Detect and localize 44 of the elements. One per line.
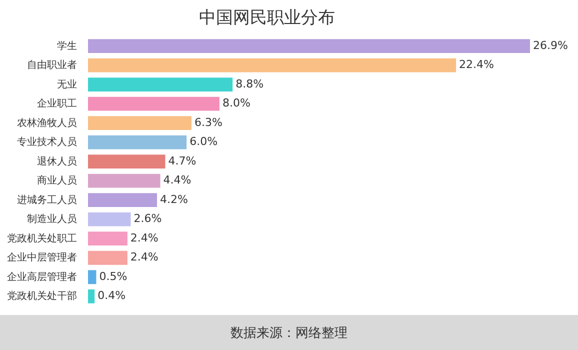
y-tick-label: 专业技术人员	[17, 136, 77, 148]
bar	[88, 193, 158, 208]
bar	[88, 58, 456, 72]
bar	[88, 270, 96, 284]
y-tick-label: 党政机关处职工	[7, 232, 77, 244]
y-tick-label: 进城务工人员	[17, 194, 77, 206]
bar	[88, 289, 95, 304]
bar	[88, 232, 128, 246]
bar	[88, 174, 160, 188]
bar	[88, 116, 192, 130]
data-label: 4.7%	[168, 154, 196, 168]
y-tick-label: 农林渔牧人员	[17, 116, 77, 129]
chart-title: 中国网民职业分布	[199, 8, 335, 27]
bar	[88, 96, 220, 111]
data-label: 8.8%	[236, 77, 264, 90]
y-tick-label: 自由职业者	[27, 59, 77, 72]
bar	[88, 212, 131, 226]
y-tick-label: 企业职工	[37, 98, 77, 110]
data-label: 6.0%	[190, 135, 218, 148]
data-label: 0.4%	[98, 289, 126, 302]
data-label: 2.6%	[134, 212, 162, 226]
data-label: 2.4%	[130, 231, 158, 244]
data-label: 0.5%	[99, 270, 128, 283]
y-tick-label: 无业	[57, 78, 77, 90]
bar	[88, 154, 166, 169]
data-label: 26.9%	[533, 38, 568, 52]
y-tick-label: 制造业人员	[27, 213, 77, 226]
data-label: 4.2%	[160, 192, 188, 206]
y-tick-label: 学生	[57, 40, 77, 52]
bar	[88, 135, 187, 150]
bar	[88, 250, 128, 265]
data-label: 6.3%	[194, 116, 222, 129]
data-label: 4.4%	[163, 174, 192, 187]
bar	[88, 78, 233, 92]
data-label: 8.0%	[222, 96, 250, 110]
y-tick-label: 企业高层管理者	[7, 270, 77, 283]
y-tick-label: 商业人员	[37, 174, 77, 187]
y-tick-label: 退休人员	[37, 155, 77, 168]
source-note: 数据来源：网络整理	[0, 315, 578, 350]
data-label: 22.4%	[459, 58, 494, 72]
data-label: 2.4%	[130, 250, 158, 264]
y-tick-label: 企业中层管理者	[7, 252, 77, 264]
y-tick-label: 党政机关处干部	[7, 290, 77, 302]
bar	[88, 39, 530, 53]
